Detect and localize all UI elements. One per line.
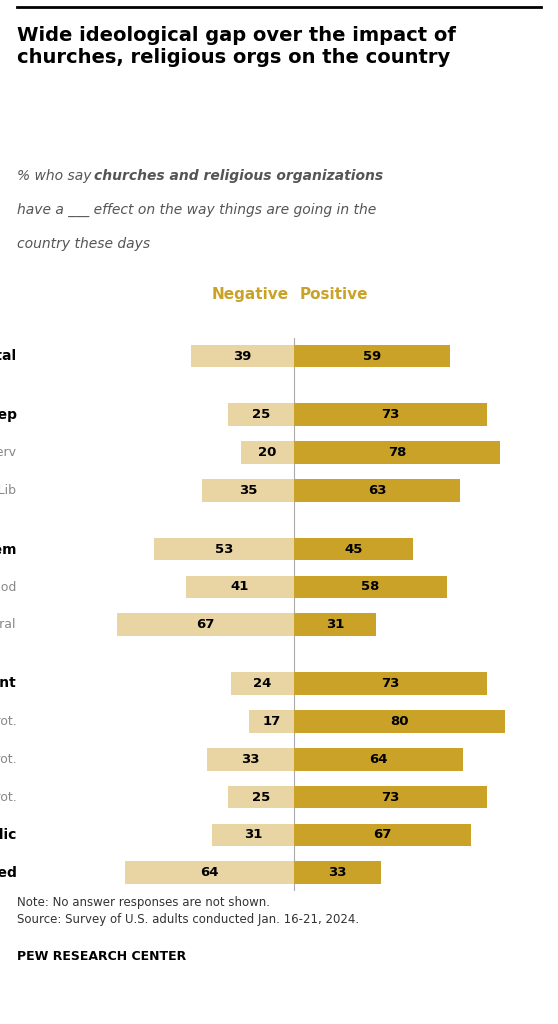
Text: 25: 25 [252, 409, 270, 421]
Text: Liberal: Liberal [0, 618, 17, 632]
Text: 73: 73 [381, 677, 400, 690]
Text: 33: 33 [328, 866, 347, 880]
Text: 53: 53 [215, 543, 233, 556]
Text: 78: 78 [388, 446, 406, 459]
Text: White evang. Prot.: White evang. Prot. [0, 715, 17, 728]
Bar [207, 748, 294, 770]
Text: Total: Total [0, 349, 17, 364]
Text: 63: 63 [368, 484, 386, 497]
Text: 31: 31 [244, 828, 262, 842]
Bar [154, 538, 294, 560]
Bar [241, 441, 294, 464]
Text: 73: 73 [381, 409, 400, 421]
Text: 39: 39 [233, 349, 252, 362]
Bar [201, 479, 294, 502]
Text: churches and religious organizations: churches and religious organizations [94, 169, 383, 183]
Bar [294, 861, 381, 884]
Text: Religiously unaffiliated: Religiously unaffiliated [0, 865, 17, 880]
Text: 67: 67 [196, 618, 215, 632]
Bar [294, 710, 505, 733]
Bar [294, 823, 471, 846]
Text: Positive: Positive [300, 287, 368, 302]
Text: Wide ideological gap over the impact of
churches, religious orgs on the country: Wide ideological gap over the impact of … [17, 26, 456, 68]
Text: Protestant: Protestant [0, 677, 17, 690]
Bar [230, 672, 294, 695]
Bar [294, 748, 463, 770]
Bar [294, 613, 376, 636]
Bar [294, 441, 500, 464]
Bar [294, 672, 487, 695]
Bar [228, 785, 294, 808]
Text: Black Prot.: Black Prot. [0, 791, 17, 804]
Text: Cons/Mod: Cons/Mod [0, 581, 17, 594]
Bar [125, 861, 294, 884]
Text: 73: 73 [381, 791, 400, 804]
Text: 24: 24 [253, 677, 272, 690]
Text: country these days: country these days [17, 237, 150, 251]
Bar [212, 823, 294, 846]
Text: Mod/Lib: Mod/Lib [0, 484, 17, 497]
Bar [191, 345, 294, 368]
Bar [294, 479, 460, 502]
Bar [294, 403, 487, 426]
Text: 64: 64 [200, 866, 219, 880]
Text: 41: 41 [230, 581, 249, 594]
Text: Dem/Lean Dem: Dem/Lean Dem [0, 542, 17, 556]
Text: Conserv: Conserv [0, 446, 17, 459]
Text: PEW RESEARCH CENTER: PEW RESEARCH CENTER [17, 950, 186, 964]
Text: 17: 17 [262, 715, 281, 728]
Text: 31: 31 [326, 618, 344, 632]
Text: 35: 35 [239, 484, 257, 497]
Text: 45: 45 [344, 543, 363, 556]
Bar [186, 575, 294, 598]
Text: 20: 20 [258, 446, 277, 459]
Bar [294, 785, 487, 808]
Text: 25: 25 [252, 791, 270, 804]
Text: 58: 58 [362, 581, 380, 594]
Text: % who say: % who say [17, 169, 95, 183]
Text: 80: 80 [391, 715, 409, 728]
Text: Rep/Lean Rep: Rep/Lean Rep [0, 408, 17, 422]
Bar [228, 403, 294, 426]
Bar [117, 613, 294, 636]
Text: Catholic: Catholic [0, 827, 17, 842]
Text: have a ___ effect on the way things are going in the: have a ___ effect on the way things are … [17, 203, 376, 217]
Text: Note: No answer responses are not shown.: Note: No answer responses are not shown. [17, 896, 270, 909]
Text: 59: 59 [363, 349, 381, 362]
Text: 33: 33 [241, 753, 259, 766]
Bar [294, 345, 450, 368]
Text: 67: 67 [373, 828, 392, 842]
Text: Source: Survey of U.S. adults conducted Jan. 16-21, 2024.: Source: Survey of U.S. adults conducted … [17, 913, 359, 927]
Bar [294, 575, 447, 598]
Bar [249, 710, 294, 733]
Text: Negative: Negative [211, 287, 288, 302]
Text: White non-evang. Prot.: White non-evang. Prot. [0, 753, 17, 766]
Text: 64: 64 [369, 753, 388, 766]
Bar [294, 538, 413, 560]
